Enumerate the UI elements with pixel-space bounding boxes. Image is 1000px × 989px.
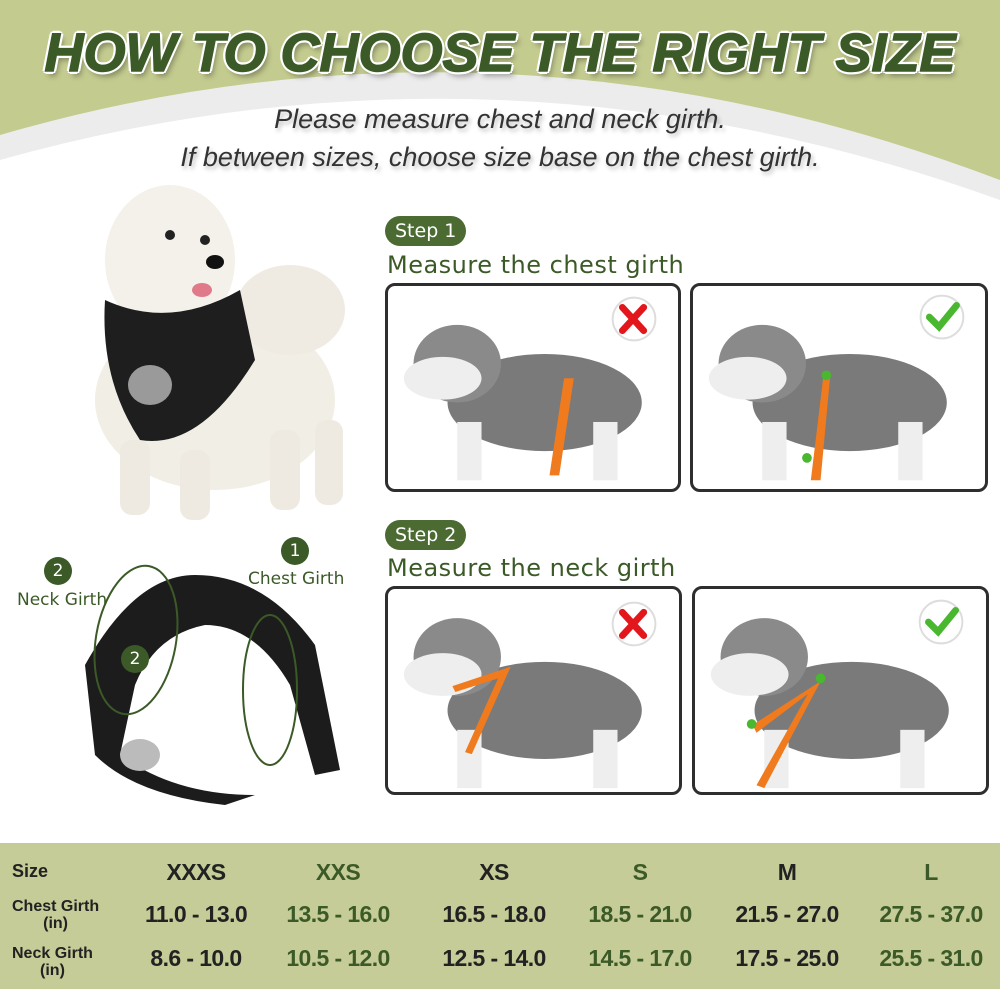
chest-girth-cell: 13.5 - 16.0 (286, 901, 390, 927)
row-label-chest-unit: (in) (43, 915, 68, 932)
schnauzer-figure (710, 618, 949, 789)
step-1-pill: Step 1 (385, 216, 467, 246)
dog-wearing-harness-photo (95, 185, 345, 520)
neck-girth-cell: 10.5 - 12.0 (286, 945, 390, 971)
badge-chest-number: 1 (281, 537, 309, 565)
chest-girth-cell: 21.5 - 27.0 (735, 901, 839, 927)
page-title: HOW TO CHOOSE THE RIGHT SIZE (44, 22, 957, 84)
red-x-icon (611, 296, 657, 342)
size-header: XS (479, 859, 509, 885)
chest-girth-cell: 18.5 - 21.0 (588, 901, 692, 927)
neck-girth-cell: 17.5 - 25.0 (735, 945, 839, 971)
step-2-heading: Measure the neck girth (387, 554, 676, 582)
neck-girth-cell: 12.5 - 14.0 (442, 945, 546, 971)
size-table: Size Chest Girth (in) Neck Girth (in) XXXS… (0, 843, 1000, 989)
neck-girth-cell: 25.5 - 31.0 (879, 945, 983, 971)
green-check-icon (919, 294, 965, 340)
row-label-chest-text: Chest Girth (12, 898, 100, 915)
harness-diagram (85, 564, 340, 805)
badge-neck-number: 2 (44, 557, 72, 585)
badge-neck-on-harness: 2 (121, 645, 149, 673)
chest-girth-cell: 16.5 - 18.0 (442, 901, 546, 927)
row-label-size: Size (12, 861, 49, 881)
label-chest-girth: Chest Girth (248, 569, 345, 589)
green-check-icon (918, 599, 964, 645)
row-label-neck: Neck Girth (in) (12, 945, 93, 979)
size-header: M (777, 859, 797, 885)
step-2-pill: Step 2 (385, 520, 467, 550)
row-label-neck-unit: (in) (40, 962, 65, 979)
size-header: S (632, 859, 648, 885)
subtitle-line-2: If between sizes, choose size base on th… (180, 142, 820, 172)
row-label-chest: Chest Girth (in) (12, 898, 99, 932)
step-1-correct-photo (690, 283, 988, 492)
chest-girth-cell: 11.0 - 13.0 (144, 901, 248, 927)
step-2-correct-photo (692, 586, 989, 795)
schnauzer-figure (708, 324, 947, 481)
size-header: XXS (315, 859, 361, 885)
red-x-icon (611, 601, 657, 647)
neck-girth-cell: 8.6 - 10.0 (150, 945, 242, 971)
size-header: L (924, 859, 938, 885)
schnauzer-figure (403, 618, 642, 789)
chest-girth-cell: 27.5 - 37.0 (879, 901, 983, 927)
step-1-heading: Measure the chest girth (387, 251, 685, 279)
schnauzer-figure (403, 324, 642, 481)
label-neck-girth: Neck Girth (17, 590, 108, 610)
subtitle-line-1: Please measure chest and neck girth. (274, 104, 726, 134)
neck-girth-cell: 14.5 - 17.0 (588, 945, 692, 971)
step-1-wrong-photo (385, 283, 681, 492)
size-header: XXXS (166, 859, 227, 885)
row-label-neck-text: Neck Girth (12, 945, 93, 962)
step-2-wrong-photo (385, 586, 682, 795)
